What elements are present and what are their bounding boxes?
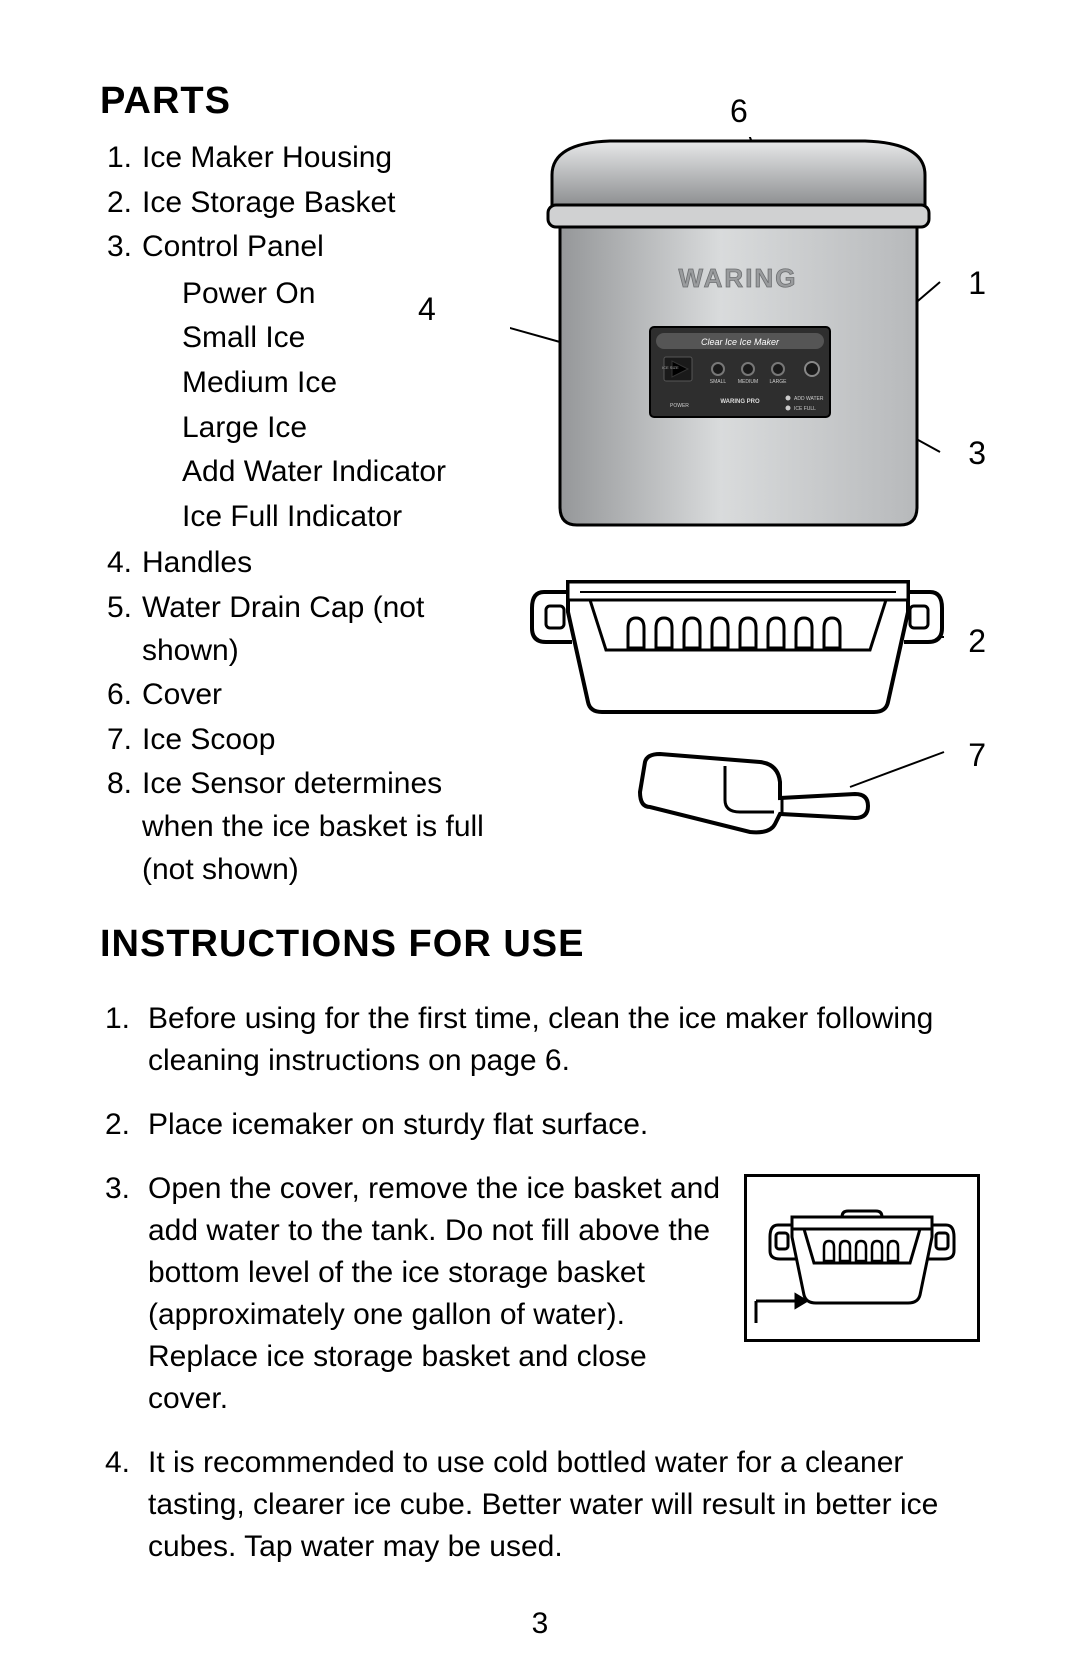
sublist-item: Add Water Indicator [182, 451, 510, 494]
svg-text:WARING: WARING [679, 263, 798, 293]
svg-text:SMALL: SMALL [710, 379, 727, 385]
list-num: 1. [100, 998, 148, 1082]
list-num: 4. [100, 1442, 148, 1568]
list-item: Ice Sensor determines when the ice baske… [142, 763, 510, 891]
list-num: 3. [100, 1168, 148, 1420]
list-item: Ice Scoop [142, 719, 510, 762]
list-item: Cover [142, 674, 510, 717]
svg-text:ICE SIZE: ICE SIZE [662, 365, 679, 370]
svg-text:LARGE: LARGE [770, 379, 788, 385]
housing-illustration: WARING Clear Ice Ice Maker ICE SIZE [560, 227, 917, 525]
parts-list: 1.Ice Maker Housing 2.Ice Storage Basket… [100, 137, 510, 893]
ice-maker-illustration: WARING Clear Ice Ice Maker ICE SIZE [510, 137, 980, 877]
sublist-item: Ice Full Indicator [182, 496, 510, 539]
list-num: 8. [100, 763, 142, 891]
parts-heading: PARTS [100, 80, 980, 123]
svg-text:WARING PRO: WARING PRO [720, 399, 760, 405]
list-item: Control Panel [142, 230, 324, 263]
list-item: Water Drain Cap (not shown) [142, 587, 510, 672]
list-num: 3. [100, 226, 142, 540]
control-panel-sublist: Power On Small Ice Medium Ice Large Ice … [182, 273, 510, 539]
list-item: Ice Storage Basket [142, 182, 510, 225]
svg-text:POWER: POWER [670, 403, 689, 409]
list-num: 2. [100, 1104, 148, 1146]
control-panel-illustration: Clear Ice Ice Maker ICE SIZE SMALL MEDIU… [650, 327, 830, 417]
ice-scoop-illustration [640, 754, 868, 832]
sublist-item: Medium Ice [182, 362, 510, 405]
callout-2: 2 [968, 623, 986, 660]
parts-diagram: 6 1 3 4 2 7 [510, 137, 980, 877]
sublist-item: Large Ice [182, 407, 510, 450]
callout-3: 3 [968, 435, 986, 472]
cover-illustration [548, 141, 929, 227]
list-item: Open the cover, remove the ice basket an… [148, 1168, 980, 1420]
list-item: It is recommended to use cold bottled wa… [148, 1442, 980, 1568]
list-num: 7. [100, 719, 142, 762]
list-item: Handles [142, 542, 510, 585]
svg-text:ICE FULL: ICE FULL [794, 406, 816, 412]
list-num: 1. [100, 137, 142, 180]
list-num: 5. [100, 587, 142, 672]
callout-4: 4 [418, 291, 436, 328]
svg-text:Clear Ice Ice Maker: Clear Ice Ice Maker [701, 337, 780, 347]
inset-basket-diagram [744, 1174, 980, 1342]
list-num: 2. [100, 182, 142, 225]
list-item: Ice Maker Housing [142, 137, 510, 180]
list-item: Place icemaker on sturdy flat surface. [148, 1104, 980, 1146]
sublist-item: Small Ice [182, 317, 510, 360]
sublist-item: Power On [182, 273, 510, 316]
instructions-heading: INSTRUCTIONS FOR USE [100, 923, 980, 966]
list-item: Before using for the first time, clean t… [148, 998, 980, 1082]
list-num: 6. [100, 674, 142, 717]
instructions-list: 1. Before using for the first time, clea… [100, 998, 980, 1568]
callout-7: 7 [968, 737, 986, 774]
ice-basket-illustration [532, 582, 942, 712]
callout-6: 6 [730, 93, 748, 130]
callout-1: 1 [968, 265, 986, 302]
list-num: 4. [100, 542, 142, 585]
page-number: 3 [0, 1607, 1080, 1641]
svg-text:MEDIUM: MEDIUM [738, 379, 758, 385]
svg-text:ADD WATER: ADD WATER [794, 396, 824, 402]
